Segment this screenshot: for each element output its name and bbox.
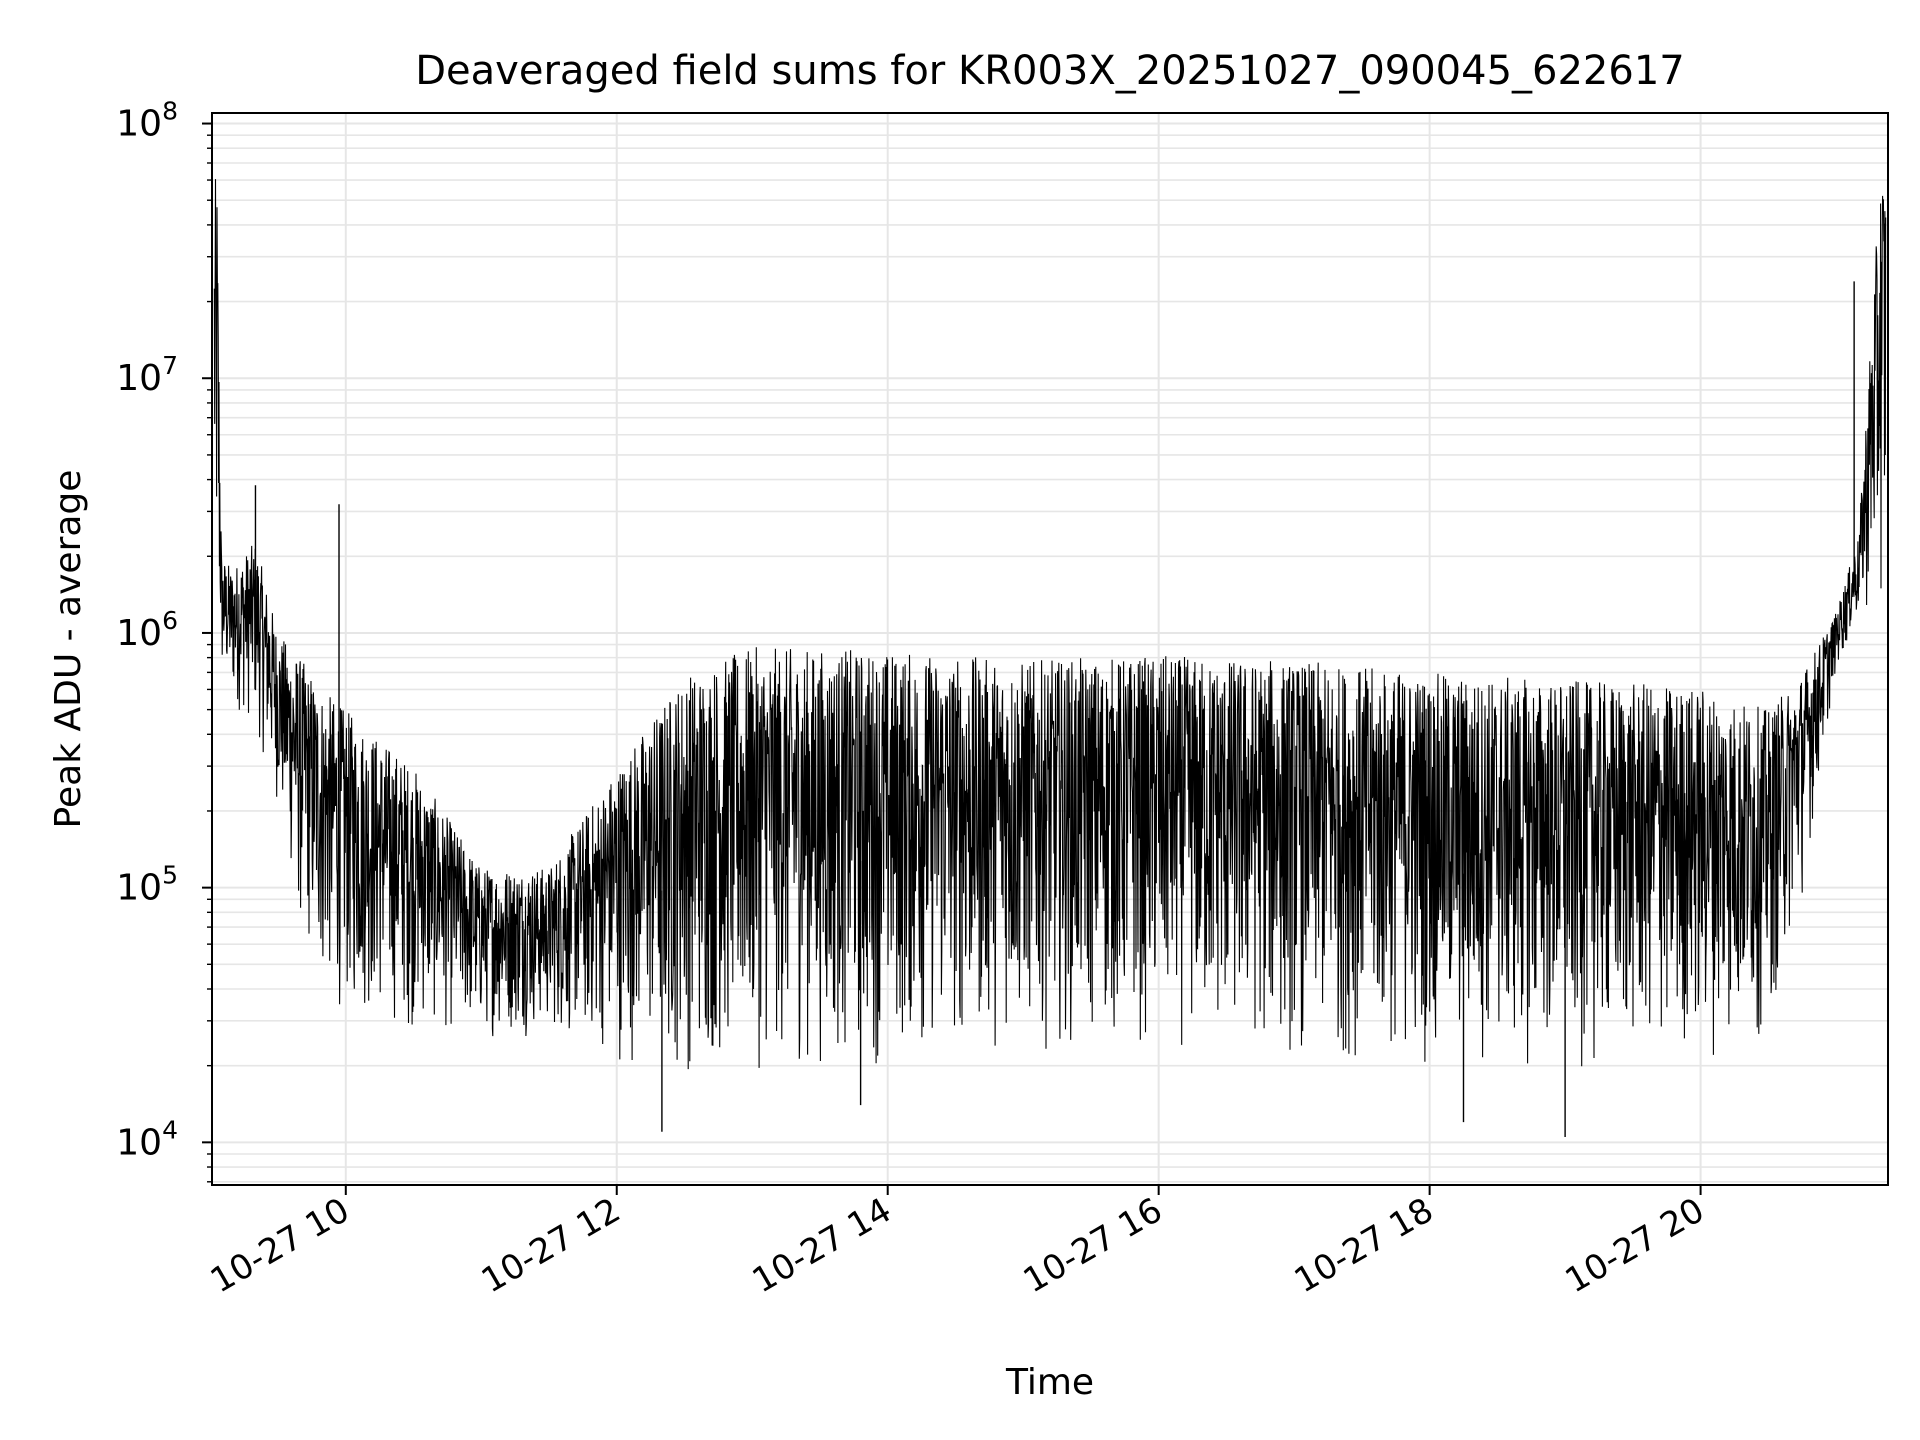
plot-frame xyxy=(211,112,1889,1186)
y-tick-label: 107 xyxy=(116,351,178,399)
y-axis-label: Peak ADU - average xyxy=(48,470,89,829)
y-tick-label: 106 xyxy=(116,606,178,654)
chart-title: Deaveraged field sums for KR003X_2025102… xyxy=(415,48,1684,94)
x-axis-label: Time xyxy=(1005,1362,1094,1403)
data-series-line xyxy=(213,179,1887,1070)
data-line-layer xyxy=(213,179,1887,1137)
y-tick-label: 108 xyxy=(116,97,178,145)
y-tick-label: 105 xyxy=(116,861,178,909)
y-tick-label: 104 xyxy=(116,1115,178,1163)
